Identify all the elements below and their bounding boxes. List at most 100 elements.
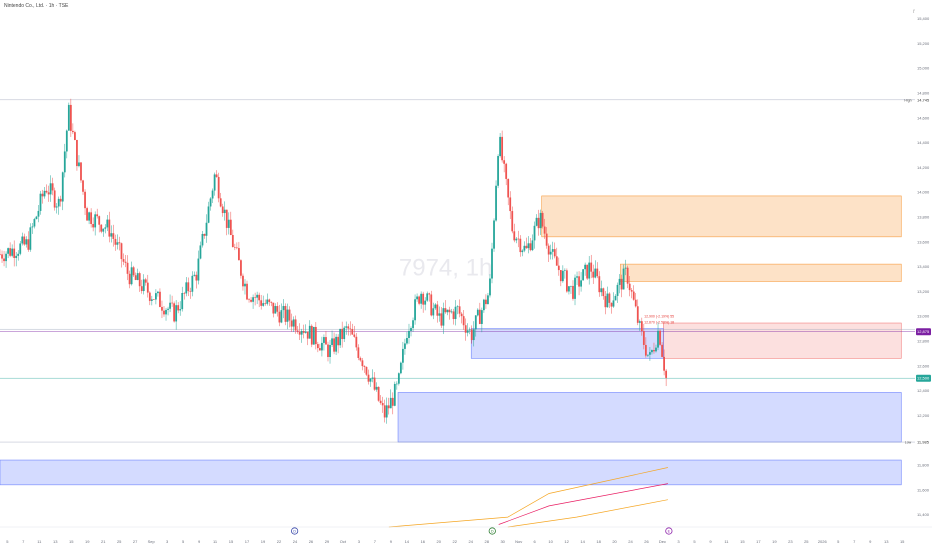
candle-body [438,313,441,316]
candle-body [250,299,252,302]
candle-body [161,306,163,311]
x-tick-label: 26 [309,539,314,544]
candle-body [487,295,489,305]
candle-body [266,299,269,304]
candle-body [642,331,645,345]
candle-body [436,304,439,316]
x-tick-label: 19 [261,539,266,544]
candle-body [537,217,540,229]
candle-body [545,233,548,246]
candle-body [357,347,360,358]
candle-body [649,352,651,355]
candle-body [136,273,139,280]
candle-body [594,268,597,278]
candle-body [167,308,169,310]
candle-body [651,350,653,353]
candle-body [535,217,538,226]
candle-body [189,291,192,292]
candle-body [347,326,350,329]
event-marker-3-label: E [668,530,671,534]
candle-body [402,348,404,363]
candle-body [655,347,657,352]
candle-body [420,293,423,304]
candle-body [9,248,12,256]
candle-body [124,261,127,263]
candle-body [217,176,220,199]
candle-body [114,238,117,245]
candle-body [179,309,182,311]
candle-body [244,283,246,287]
candle-body [628,283,631,291]
candle-body [458,306,461,314]
candle-body [262,303,265,306]
y-tick-label: 12,600 [917,363,930,368]
candle-body [268,299,271,302]
x-tick-label: 19 [85,539,90,544]
x-tick-label: 15 [740,539,745,544]
candle-body [444,308,447,313]
candle-body [84,191,86,209]
candle-body [393,383,396,406]
x-tick-label: 5 [837,539,840,544]
candle-body [312,326,315,345]
candle-body [472,329,475,341]
candle-body [377,386,380,401]
candle-body [369,378,372,382]
candle-body [302,330,305,333]
candle-body [335,336,337,352]
candle-body [424,300,427,305]
candle-body [274,306,277,314]
candle-body [246,283,248,300]
candle-body [418,296,421,304]
y-tick-label: 15,400 [917,16,930,21]
candle-body [367,374,370,382]
candle-body [96,214,99,217]
candle-body [590,262,593,272]
candle-body [323,337,325,343]
candle-body [183,292,186,294]
candle-body [185,282,188,294]
candle-body [31,226,34,228]
y-tick-label: 12,800 [917,339,930,344]
candle-body [82,180,84,192]
x-tick-label: 19 [772,539,777,544]
candle-body [187,282,190,292]
candle-body [264,303,267,304]
event-marker-2-label: D [491,530,494,534]
candle-body [310,325,313,345]
candle-body [132,267,135,276]
candle-body [464,325,467,333]
candle-body [582,269,585,281]
x-tick-label: 20 [437,539,442,544]
orange-line-lower [507,499,668,528]
x-tick-label: 29 [325,539,330,544]
candle-body [43,190,46,197]
candle-body [215,174,218,177]
x-tick-label: 27 [133,539,138,544]
x-tick-label: 21 [101,539,106,544]
candle-body [248,299,250,301]
x-tick-label: 22 [453,539,458,544]
candle-body [636,306,639,323]
candle-body [555,256,558,266]
candle-body [462,316,465,326]
candle-body [102,228,105,232]
x-tick-label: Oct [340,539,347,544]
candle-body [69,104,72,131]
x-tick-label: 24 [293,539,298,544]
candle-body [41,193,44,197]
candle-body [412,320,414,329]
price-badge-label-current: 12,500 [917,376,930,381]
candle-body [203,233,206,236]
candle-body [233,247,236,248]
candle-body [223,209,226,214]
candle-body [620,278,623,290]
candle-body [480,310,483,324]
candle-body [339,328,342,346]
candle-body [49,183,52,195]
candle-body [29,227,32,250]
candle-body [150,299,153,301]
candle-body [630,290,633,292]
price-badge-label-Low: 11,985 [917,440,930,445]
